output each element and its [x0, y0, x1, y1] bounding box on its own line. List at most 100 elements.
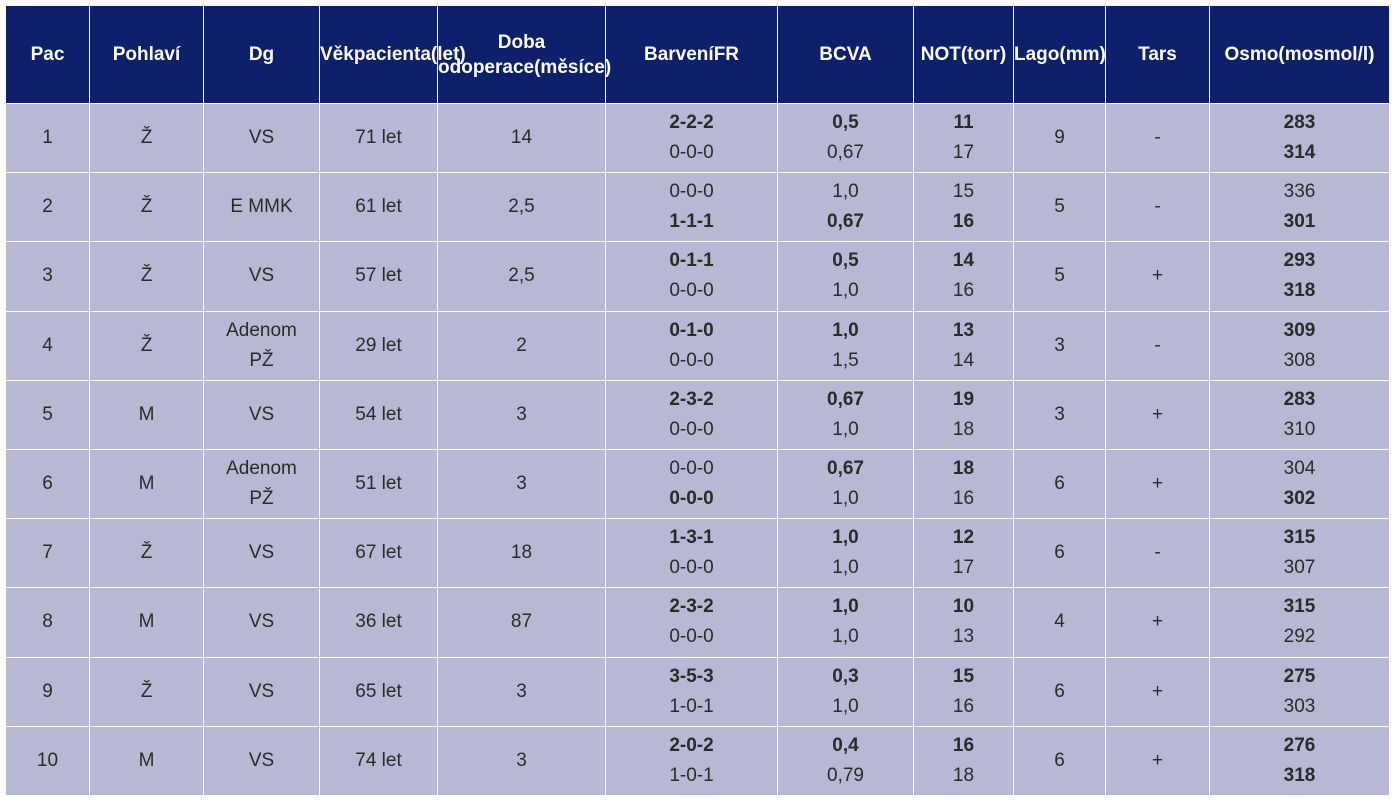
cell-osmo: 275 303 [1209, 656, 1390, 727]
cell-lago: 6 [1013, 725, 1106, 797]
bcva-line: 0,4 [832, 734, 859, 756]
table-body: 1 Ž VS 71 let 14 2-2-2 0-0-0 0,5 0,67 11 17 9-283 31… [5, 102, 1390, 797]
fr-line: 2-0-2 [669, 734, 714, 756]
bcva-line: 1,0 [832, 319, 859, 341]
fr-line: 2-2-2 [669, 112, 714, 134]
fr-line: 0-0-0 [669, 458, 714, 480]
cell-lago: 9 [1013, 102, 1106, 174]
cell-lago: 3 [1013, 310, 1106, 381]
dg-line: VS [248, 611, 275, 633]
cell-doba: 3 [437, 448, 606, 520]
osmo-line: 302 [1283, 488, 1316, 510]
cell-tars: - [1105, 518, 1210, 589]
cell-tars: - [1105, 310, 1210, 381]
cell-doba: 3 [437, 379, 606, 450]
cell-lago: 5 [1013, 172, 1106, 243]
osmo-line: 283 [1283, 388, 1316, 410]
not-line: 17 [952, 142, 975, 164]
cell-dg: VS [203, 379, 320, 450]
dg-line: PŽ [249, 349, 274, 371]
cell-dg: VS [203, 102, 320, 174]
cell-pac: 8 [5, 587, 90, 658]
bcva-line: 1,0 [832, 181, 859, 203]
cell-barveni-fr: 2-3-2 0-0-0 [605, 587, 778, 658]
fr-line: 0-0-0 [669, 280, 714, 302]
cell-osmo: 315 307 [1209, 518, 1390, 589]
cell-dg: VS [203, 518, 320, 589]
table-row: 3 Ž VS 57 let 2,5 0-1-1 0-0-0 0,5 1,0 14 16 5 +293 31… [5, 241, 1390, 312]
cell-tars: + [1105, 448, 1210, 520]
cell-barveni-fr: 2-3-2 0-0-0 [605, 379, 778, 450]
cell-vek: 36 let [319, 587, 438, 658]
table-row: 9 Ž VS 65 let 3 3-5-3 1-0-1 0,3 1,0 15 16 6 +275 303 [5, 656, 1390, 727]
cell-vek: 67 let [319, 518, 438, 589]
osmo-line: 308 [1283, 349, 1316, 371]
cell-bcva: 0,5 1,0 [777, 241, 914, 312]
cell-dg: VS [203, 587, 320, 658]
bcva-line: 0,5 [832, 112, 859, 134]
osmo-line: 293 [1283, 250, 1316, 272]
fr-line: 1-0-1 [669, 695, 714, 717]
not-line: 19 [952, 388, 975, 410]
bcva-line: 0,79 [827, 764, 864, 786]
fr-line: 1-0-1 [669, 764, 714, 786]
cell-osmo: 283 314 [1209, 102, 1390, 174]
cell-tars: + [1105, 241, 1210, 312]
cell-lago: 5 [1013, 241, 1106, 312]
cell-doba: 2,5 [437, 172, 606, 243]
cell-pac: 3 [5, 241, 90, 312]
not-line: 16 [952, 734, 975, 756]
fr-line: 2-3-2 [669, 388, 714, 410]
cell-pac: 9 [5, 656, 90, 727]
bcva-line: 0,67 [827, 388, 864, 410]
cell-tars: - [1105, 102, 1210, 174]
header-osmo: Osmo(mosmol/l) [1209, 5, 1390, 104]
fr-line: 1-1-1 [669, 211, 714, 233]
cell-osmo: 309 308 [1209, 310, 1390, 381]
cell-barveni-fr: 0-0-0 0-0-0 [605, 448, 778, 520]
fr-line: 0-0-0 [669, 488, 714, 510]
dg-line: VS [248, 542, 275, 564]
cell-dg: Adenom PŽ [203, 448, 320, 520]
cell-pohlavi: Ž [89, 656, 204, 727]
table-row: 4 Ž Adenom PŽ 29 let 2 0-1-0 0-0-0 1,0 1,5 13 14 3-3… [5, 310, 1390, 381]
bcva-line: 1,0 [832, 280, 859, 302]
not-line: 14 [952, 349, 975, 371]
dg-line: VS [248, 749, 275, 771]
osmo-line: 318 [1283, 280, 1316, 302]
cell-doba: 87 [437, 587, 606, 658]
cell-pohlavi: M [89, 448, 204, 520]
not-line: 11 [953, 112, 974, 134]
cell-pac: 6 [5, 448, 90, 520]
dg-line: E MMK [230, 196, 293, 218]
cell-pohlavi: Ž [89, 241, 204, 312]
not-line: 14 [952, 250, 975, 272]
cell-doba: 14 [437, 102, 606, 174]
header-doba: Doba odoperace(měsíce) [437, 5, 611, 104]
cell-not: 13 14 [913, 310, 1014, 381]
bcva-line: 1,0 [832, 626, 859, 648]
cell-barveni-fr: 1-3-1 0-0-0 [605, 518, 778, 589]
osmo-line: 304 [1283, 458, 1316, 480]
cell-not: 12 17 [913, 518, 1014, 589]
not-line: 15 [952, 181, 975, 203]
cell-pac: 1 [5, 102, 90, 174]
not-line: 18 [952, 418, 975, 440]
fr-line: 0-1-0 [669, 319, 714, 341]
cell-barveni-fr: 3-5-3 1-0-1 [605, 656, 778, 727]
cell-pac: 7 [5, 518, 90, 589]
fr-line: 0-0-0 [669, 181, 714, 203]
cell-barveni-fr: 0-1-1 0-0-0 [605, 241, 778, 312]
header-row: Pac Pohlaví Dg Věkpacienta(let) Doba odo… [5, 5, 1390, 104]
cell-bcva: 0,5 0,67 [777, 102, 914, 174]
not-line: 18 [952, 458, 975, 480]
cell-pohlavi: Ž [89, 172, 204, 243]
fr-line: 0-0-0 [669, 142, 714, 164]
cell-barveni-fr: 2-0-2 1-0-1 [605, 725, 778, 797]
cell-osmo: 293 318 [1209, 241, 1390, 312]
cell-osmo: 315 292 [1209, 587, 1390, 658]
cell-barveni-fr: 2-2-2 0-0-0 [605, 102, 778, 174]
osmo-line: 336 [1283, 181, 1316, 203]
cell-not: 10 13 [913, 587, 1014, 658]
cell-pohlavi: Ž [89, 518, 204, 589]
